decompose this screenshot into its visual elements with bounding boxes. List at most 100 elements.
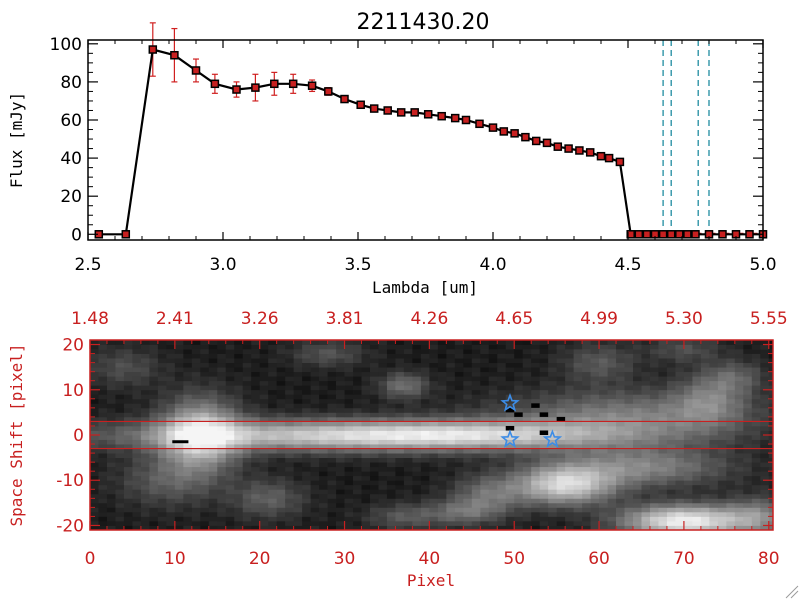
flux-point bbox=[475, 119, 484, 129]
dark-pixel bbox=[531, 403, 540, 408]
y-tick-label: 80 bbox=[60, 73, 82, 93]
flux-point bbox=[596, 151, 606, 161]
top-tick-label: 3.81 bbox=[326, 309, 364, 329]
flux-point bbox=[585, 148, 595, 157]
top-tick-label: 2.41 bbox=[156, 309, 194, 329]
x-tick-label: 80 bbox=[758, 549, 780, 569]
star-markers bbox=[500, 393, 563, 448]
spectrum-x-axis-label: Lambda [um] bbox=[372, 278, 478, 297]
flux-point bbox=[148, 45, 158, 54]
flux-point bbox=[615, 157, 625, 167]
flux-point bbox=[251, 83, 260, 92]
image-y-ticks: -20 -10 0 10 20 bbox=[56, 336, 773, 536]
y-tick-label: -10 bbox=[56, 471, 84, 491]
flux-point bbox=[666, 230, 676, 239]
wavelength-guide-lines bbox=[641, 40, 763, 240]
star-marker bbox=[542, 429, 563, 448]
flux-point bbox=[658, 230, 668, 239]
y-tick-label: 20 bbox=[62, 336, 84, 356]
flux-point bbox=[210, 79, 220, 89]
flux-point bbox=[410, 108, 419, 117]
x-tick-label: 3.5 bbox=[344, 255, 371, 275]
flux-point bbox=[531, 136, 541, 146]
flux-point bbox=[718, 230, 727, 239]
flux-point bbox=[423, 110, 433, 119]
flux-point bbox=[450, 113, 460, 123]
flux-point bbox=[288, 79, 298, 89]
top-tick-label: 4.26 bbox=[410, 309, 448, 329]
dark-pixel bbox=[539, 412, 549, 417]
spectrum-y-ticks: 0 20 40 60 80 100 bbox=[50, 35, 763, 245]
image-top-wavelength-ticks: 1.48 2.41 3.26 3.81 4.26 4.65 4.99 5.30 5.55 bbox=[71, 309, 788, 349]
star-marker bbox=[500, 429, 520, 448]
top-tick-label: 3.26 bbox=[241, 309, 279, 329]
top-tick-label: 4.65 bbox=[495, 309, 533, 329]
flux-point bbox=[437, 111, 446, 121]
dark-pixels bbox=[505, 403, 566, 435]
resize-grip[interactable] bbox=[785, 585, 799, 599]
top-tick-label: 5.55 bbox=[750, 309, 788, 329]
flux-point bbox=[642, 230, 652, 239]
spectral-image-panel: 0 10 20 30 40 50 60 70 80 1.48 2.41 3.26 3.81 4.26 4.… bbox=[7, 309, 788, 590]
flux-point bbox=[542, 138, 552, 148]
flux-point bbox=[626, 230, 635, 239]
x-tick-label: 5.0 bbox=[749, 255, 776, 275]
flux-point bbox=[683, 230, 692, 239]
flux-point bbox=[604, 153, 614, 163]
flux-point bbox=[488, 123, 498, 132]
y-tick-label: -20 bbox=[56, 516, 84, 536]
spectrum-panel: 2211430.20 2.5 3.0 3.5 4.0 4.5 5.0 0 20 40 60 80 1… bbox=[7, 10, 777, 297]
dark-pixel bbox=[556, 416, 566, 422]
spectrum-x-ticks: 2.5 3.0 3.5 4.0 4.5 5.0 bbox=[74, 40, 777, 275]
flux-point bbox=[510, 129, 519, 138]
spectrum-plot-frame bbox=[87, 39, 764, 241]
flux-point bbox=[575, 146, 584, 155]
flux-point bbox=[232, 85, 241, 94]
y-tick-label: 0 bbox=[71, 225, 82, 245]
flux-point bbox=[499, 127, 509, 136]
flux-point bbox=[356, 100, 365, 110]
dark-pixel bbox=[505, 425, 515, 431]
flux-point bbox=[383, 106, 392, 115]
dark-pixel bbox=[505, 407, 515, 413]
x-tick-label: 4.5 bbox=[614, 255, 641, 275]
image-y-axis-label: Space Shift [pixel] bbox=[7, 343, 26, 526]
dark-pixel bbox=[514, 412, 523, 417]
flux-point bbox=[369, 104, 379, 113]
y-tick-label: 20 bbox=[60, 187, 82, 207]
flux-point bbox=[634, 230, 644, 239]
chart-title: 2211430.20 bbox=[357, 10, 490, 35]
x-tick-label: 50 bbox=[503, 549, 525, 569]
spectral-image bbox=[90, 340, 773, 530]
y-tick-label: 100 bbox=[50, 35, 82, 55]
x-tick-label: 70 bbox=[673, 549, 695, 569]
flux-point bbox=[745, 230, 754, 239]
x-tick-label: 40 bbox=[419, 549, 441, 569]
star-marker bbox=[500, 393, 520, 412]
image-x-axis-label: Pixel bbox=[407, 571, 455, 590]
y-tick-label: 60 bbox=[60, 111, 82, 131]
y-tick-label: 40 bbox=[60, 149, 82, 169]
flux-point bbox=[121, 230, 131, 239]
flux-point bbox=[553, 142, 563, 151]
flux-point bbox=[396, 108, 406, 117]
x-tick-label: 2.5 bbox=[74, 255, 101, 275]
flux-point bbox=[270, 79, 279, 89]
top-tick-label: 1.48 bbox=[71, 309, 109, 329]
x-tick-label: 4.0 bbox=[479, 255, 506, 275]
x-tick-label: 20 bbox=[249, 549, 271, 569]
flux-error-bars bbox=[149, 22, 623, 165]
y-tick-label: 10 bbox=[62, 381, 84, 401]
top-tick-label: 5.30 bbox=[665, 309, 703, 329]
flux-point bbox=[691, 230, 700, 239]
flux-point bbox=[191, 66, 201, 75]
x-tick-label: 60 bbox=[588, 549, 610, 569]
image-x-ticks: 0 10 20 30 40 50 60 70 80 bbox=[85, 521, 780, 569]
flux-point bbox=[170, 50, 179, 60]
extraction-boundary-lines bbox=[90, 420, 773, 450]
x-tick-label: 0 bbox=[85, 549, 96, 569]
spectrum-y-axis-label: Flux [mJy] bbox=[7, 92, 26, 188]
flux-point bbox=[324, 87, 333, 96]
flux-point bbox=[521, 132, 530, 142]
